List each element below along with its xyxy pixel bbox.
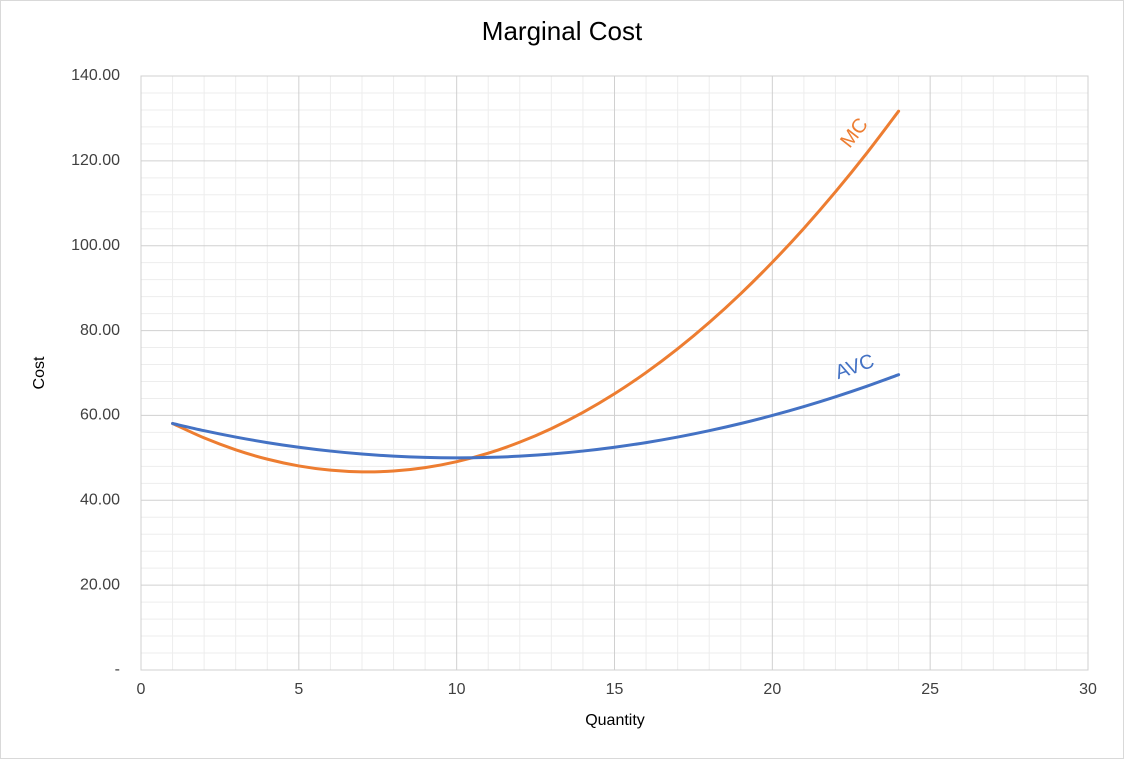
chart-title: Marginal Cost bbox=[482, 16, 643, 46]
x-tick-label: 20 bbox=[763, 681, 781, 698]
y-tick-label: 100.00 bbox=[71, 237, 120, 254]
x-tick-label: 10 bbox=[448, 681, 466, 698]
y-axis-label: Cost bbox=[31, 356, 48, 389]
y-tick-label: 60.00 bbox=[80, 407, 120, 424]
x-tick-label: 25 bbox=[921, 681, 939, 698]
x-tick-label: 5 bbox=[294, 681, 303, 698]
x-axis-label: Quantity bbox=[585, 712, 645, 729]
x-tick-label: 30 bbox=[1079, 681, 1097, 698]
x-tick-label: 0 bbox=[137, 681, 146, 698]
series-line bbox=[171, 373, 901, 460]
y-tick-label: 40.00 bbox=[80, 492, 120, 509]
y-tick-label: - bbox=[115, 661, 120, 678]
y-tick-label: 20.00 bbox=[80, 576, 120, 593]
x-tick-label: 15 bbox=[606, 681, 624, 698]
y-tick-label: 120.00 bbox=[71, 152, 120, 169]
y-tick-label: 140.00 bbox=[71, 67, 120, 84]
y-tick-label: 80.00 bbox=[80, 322, 120, 339]
plot-border bbox=[140, 75, 1089, 671]
series-line bbox=[171, 109, 901, 474]
